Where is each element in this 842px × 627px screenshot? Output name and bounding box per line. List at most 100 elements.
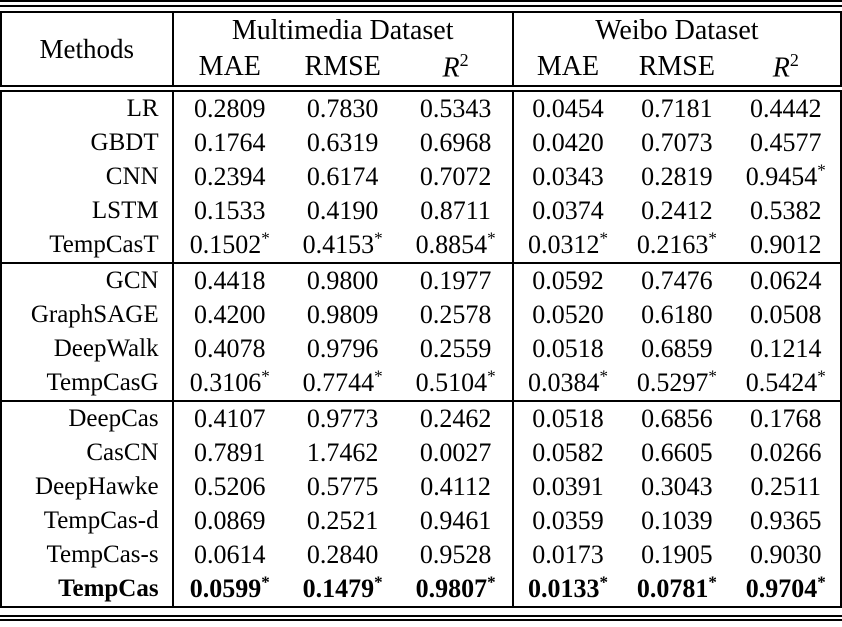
metric-value: 0.0374: [532, 196, 604, 225]
col-header-r2-multimedia: R2: [399, 49, 514, 92]
metric-value: 0.7891: [194, 438, 266, 467]
metric-value: 0.4153*: [302, 228, 383, 259]
metric-value: 0.5343: [399, 88, 514, 126]
metric-value: 0.0614: [194, 540, 266, 569]
metric-value: 0.9809: [306, 300, 379, 329]
metric-value: 0.0359: [532, 506, 604, 535]
method-name: DeepHawke: [1, 470, 174, 504]
table-row: GBDT 0.1764 0.6319 0.6968 0.0420 0.7073 0.4577: [1, 126, 841, 160]
metric-value: 0.7744*: [302, 366, 383, 397]
col-header-rmse-weibo: RMSE: [622, 49, 732, 92]
significance-star: *: [817, 572, 826, 592]
metric-value: 0.7476: [622, 262, 732, 298]
table-row: TempCasT 0.1502* 0.4153* 0.8854* 0.0312* 0.21…: [1, 228, 841, 263]
significance-star: *: [708, 228, 717, 248]
method-name: TempCas: [1, 572, 174, 607]
metric-value: 0.9796: [306, 334, 379, 363]
metric-value: 0.0582: [532, 438, 604, 467]
metric-value: 0.6319: [306, 128, 379, 157]
table-row: TempCas 0.0599* 0.1479* 0.9807* 0.0133* 0.078…: [1, 572, 841, 607]
metric-value: 0.1039: [641, 506, 713, 535]
metric-value: 0.6859: [641, 334, 713, 363]
significance-star: *: [708, 572, 717, 592]
metric-value: 0.0454: [532, 94, 604, 123]
metric-value: 0.5206: [194, 472, 266, 501]
dataset-header-multimedia: Multimedia Dataset: [172, 12, 514, 49]
metric-value: 0.1905: [641, 540, 713, 569]
metric-value: 0.9461: [399, 504, 514, 538]
metric-value: 0.0624: [731, 262, 841, 298]
table-row: TempCasG 0.3106* 0.7744* 0.5104* 0.0384* 0.52…: [1, 366, 841, 401]
metric-value: 0.5297*: [636, 366, 717, 397]
dataset-header-row: Methods Multimedia Dataset Weibo Dataset: [1, 12, 841, 92]
metric-value: 0.1768: [731, 400, 841, 436]
metric-value: 0.4200: [194, 300, 266, 329]
significance-star: *: [817, 366, 826, 386]
metric-value: 0.1977: [399, 262, 514, 298]
metric-value: 0.0781*: [636, 572, 717, 603]
results-table: Methods Multimedia Dataset Weibo Dataset…: [0, 11, 842, 608]
metric-value: 0.9012: [750, 230, 822, 259]
methods-column-header: Methods: [1, 12, 174, 92]
method-name: CNN: [1, 160, 174, 194]
metric-value: 1.7462: [306, 438, 379, 467]
significance-star: *: [599, 366, 608, 386]
top-double-rule: [0, 0, 842, 7]
metric-value: 0.9800: [285, 262, 400, 298]
metric-value: 0.0592: [512, 262, 623, 298]
metric-value: 0.0518: [532, 334, 604, 363]
metric-value: 0.0312*: [527, 228, 608, 259]
metric-value: 0.0384*: [527, 366, 608, 397]
metric-value: 0.3106*: [189, 366, 270, 397]
method-name: TempCas-s: [1, 538, 174, 572]
metric-value: 0.5775: [306, 472, 379, 501]
metric-value: 0.2819: [641, 162, 713, 191]
bottom-double-rule: [0, 615, 842, 621]
metric-value: 0.8711: [399, 194, 514, 228]
significance-star: *: [374, 228, 383, 248]
significance-star: *: [817, 160, 826, 180]
method-name: GCN: [1, 262, 174, 298]
metric-value: 0.1764: [194, 128, 266, 157]
metric-value: 0.7073: [641, 128, 713, 157]
metric-value: 0.6180: [641, 300, 713, 329]
metric-value: 0.2462: [399, 400, 514, 436]
metric-value: 0.0518: [512, 400, 623, 436]
metric-value: 0.9773: [285, 400, 400, 436]
method-name: TempCas-d: [1, 504, 174, 538]
metric-value: 0.0266: [750, 438, 822, 467]
table-row: GCN 0.4418 0.9800 0.1977 0.0592 0.7476 0.0624: [1, 262, 841, 298]
r2-label: R: [442, 52, 460, 84]
metric-value: 0.0520: [532, 300, 604, 329]
method-name: DeepWalk: [1, 332, 174, 366]
table-row: CasCN 0.7891 1.7462 0.0027 0.0582 0.6605 0.026…: [1, 436, 841, 470]
metric-value: 0.6856: [622, 400, 732, 436]
significance-star: *: [261, 228, 270, 248]
metric-value: 0.8854*: [399, 228, 514, 263]
significance-star: *: [374, 366, 383, 386]
table-row: CNN 0.2394 0.6174 0.7072 0.0343 0.2819 0.9454*: [1, 160, 841, 194]
col-header-r2-weibo: R2: [731, 49, 841, 92]
metric-value: 0.5104*: [399, 366, 514, 401]
method-name: CasCN: [1, 436, 174, 470]
col-header-mae-weibo: MAE: [512, 49, 623, 92]
table-header: Methods Multimedia Dataset Weibo Dataset…: [1, 12, 841, 92]
metric-value: 0.1214: [750, 334, 822, 363]
metric-value: 0.4190: [306, 196, 379, 225]
significance-star: *: [708, 366, 717, 386]
table-row: DeepHawke 0.5206 0.5775 0.4112 0.0391 0.3043 0…: [1, 470, 841, 504]
method-name: DeepCas: [1, 400, 174, 436]
metric-value: 0.0508: [750, 300, 822, 329]
method-name: LSTM: [1, 194, 174, 228]
metric-value: 0.2559: [399, 332, 514, 366]
metric-value: 0.9365: [750, 506, 822, 535]
table-row: DeepWalk 0.4078 0.9796 0.2559 0.0518 0.6859 0.…: [1, 332, 841, 366]
method-name: GBDT: [1, 126, 174, 160]
table-row: TempCas-s 0.0614 0.2840 0.9528 0.0173 0.1905 0…: [1, 538, 841, 572]
metric-value: 0.1502*: [189, 228, 270, 259]
table-row: DeepCas 0.4107 0.9773 0.2462 0.0518 0.6856 0.1…: [1, 400, 841, 436]
method-name: TempCasG: [1, 366, 174, 401]
table-block-baselines-temporal: LR 0.2809 0.7830 0.5343 0.0454 0.7181 0.4442 GB…: [1, 88, 841, 263]
metric-value: 0.1533: [194, 196, 266, 225]
